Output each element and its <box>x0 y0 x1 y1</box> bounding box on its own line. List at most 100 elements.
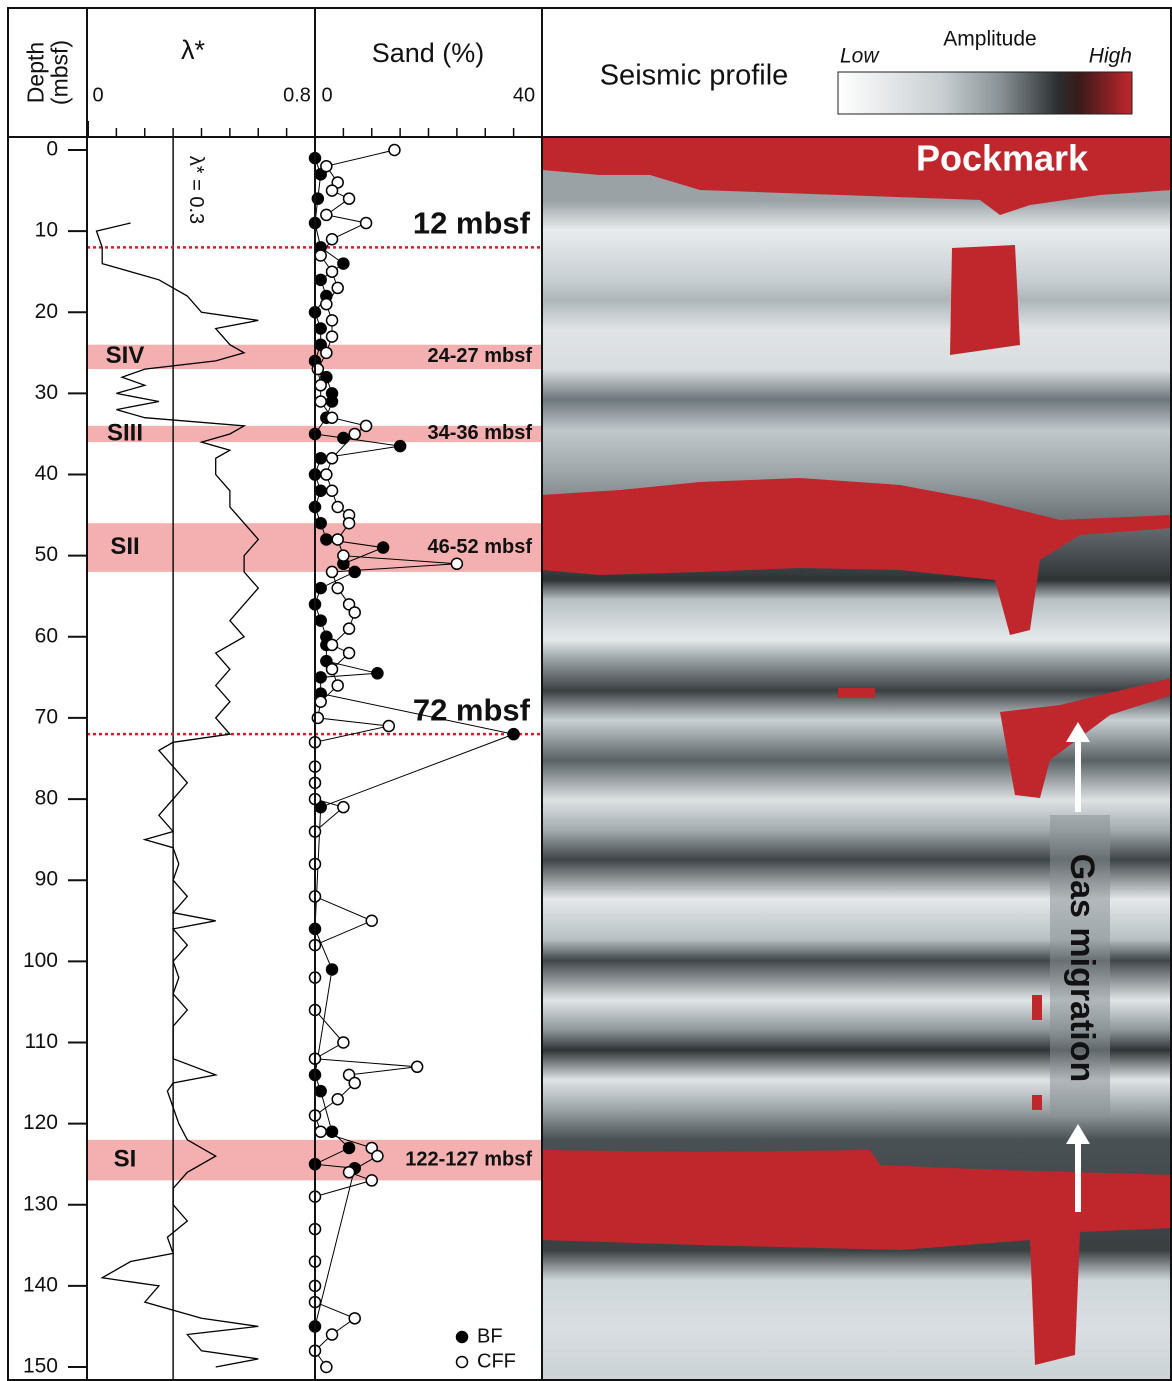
sand-point <box>378 542 389 553</box>
legend-marker <box>457 1357 468 1368</box>
sand-point <box>366 915 377 926</box>
panel-title: Seismic profile <box>600 60 789 92</box>
sand-point <box>349 428 360 439</box>
reference-label: 72 mbsf <box>413 692 531 727</box>
sand-point <box>312 193 323 204</box>
x-tick-label: 0 <box>92 84 103 106</box>
zone-label: SIII <box>107 419 143 446</box>
sand-point <box>315 323 326 334</box>
sand-point <box>321 209 332 220</box>
sand-point <box>372 1151 383 1162</box>
sand-point <box>315 583 326 594</box>
sand-point <box>389 145 400 156</box>
sand-point <box>327 396 338 407</box>
sand-point <box>327 412 338 423</box>
y-tick-label: 20 <box>35 300 58 323</box>
sand-point <box>321 469 332 480</box>
sand-point <box>332 583 343 594</box>
colorbar-low: Low <box>840 45 880 68</box>
sand-point <box>338 433 349 444</box>
sand-point <box>327 964 338 975</box>
zone-range: 34-36 mbsf <box>428 422 533 444</box>
sand-point <box>315 453 326 464</box>
sand-point <box>372 668 383 679</box>
sand-point <box>338 802 349 813</box>
sand-point <box>327 453 338 464</box>
zone-label: SII <box>110 533 139 560</box>
sand-point <box>315 274 326 285</box>
red-zone <box>1032 1095 1042 1110</box>
zone-range: 46-52 mbsf <box>428 536 533 558</box>
sand-point <box>321 534 332 545</box>
sand-point <box>327 315 338 326</box>
x-tick-label: 0 <box>321 84 332 106</box>
legend-marker <box>457 1332 468 1343</box>
page: Pockmark Gas migration Seismic profile A… <box>0 0 1172 1381</box>
sand-point <box>332 1094 343 1105</box>
sand-point <box>315 1126 326 1137</box>
y-tick-label: 120 <box>23 1111 58 1134</box>
sand-point <box>332 534 343 545</box>
legend-label: BF <box>477 1325 503 1347</box>
sand-point <box>327 1126 338 1137</box>
sand-point <box>327 639 338 650</box>
sand-point <box>344 623 355 634</box>
sand-point <box>315 518 326 529</box>
sand-point <box>321 161 332 172</box>
panel-title: Sand (%) <box>372 38 485 68</box>
sand-point <box>361 218 372 229</box>
sand-point <box>315 250 326 261</box>
sand-point <box>395 441 406 452</box>
sand-point <box>315 615 326 626</box>
y-tick-label: 140 <box>23 1273 58 1296</box>
sand-point <box>344 648 355 659</box>
red-zone <box>950 245 1020 355</box>
sand-point <box>508 729 519 740</box>
red-zone <box>838 688 875 698</box>
sand-point <box>327 234 338 245</box>
y-tick-label: 100 <box>23 949 58 972</box>
y-tick-label: 90 <box>35 868 58 891</box>
zone-label: SI <box>114 1145 137 1172</box>
colorbar <box>838 72 1132 114</box>
figure: Pockmark Gas migration Seismic profile A… <box>0 0 1172 1381</box>
sand-point <box>327 185 338 196</box>
colorbar-title: Amplitude <box>943 28 1036 51</box>
y-tick-label: 10 <box>35 219 58 242</box>
y-tick-label: 130 <box>23 1192 58 1215</box>
sand-point <box>344 1142 355 1153</box>
x-tick-label: 40 <box>513 84 535 106</box>
y-tick-label: 110 <box>25 1030 58 1053</box>
sand-point <box>332 680 343 691</box>
red-zone <box>1032 995 1042 1020</box>
zone-range: 24-27 mbsf <box>428 345 533 367</box>
sand-point <box>321 1362 332 1373</box>
y-tick-label: 30 <box>35 381 58 404</box>
sand-point <box>315 396 326 407</box>
sand-point <box>412 1061 423 1072</box>
sand-point <box>315 380 326 391</box>
sand-point <box>312 712 323 723</box>
sand-point <box>312 364 323 375</box>
sand-point <box>321 347 332 358</box>
x-tick-label: 0.8 <box>283 84 311 106</box>
y-tick-label: 60 <box>35 624 58 647</box>
annotation: Gas migration <box>1063 854 1101 1083</box>
sand-point <box>361 420 372 431</box>
sand-point <box>315 672 326 683</box>
annotation: Pockmark <box>916 138 1089 179</box>
threshold-label: λ* = 0.3 <box>185 156 207 224</box>
sand-point <box>332 501 343 512</box>
sand-point <box>315 696 326 707</box>
sand-point <box>327 1329 338 1340</box>
plot-area: SIV24-27 mbsfSIII34-36 mbsfSII46-52 mbsf… <box>23 84 542 1381</box>
legend-label: CFF <box>477 1350 516 1372</box>
sand-point <box>366 1175 377 1186</box>
sand-point <box>321 299 332 310</box>
lambda-curve <box>97 223 259 1367</box>
sand-point <box>327 485 338 496</box>
sand-point <box>338 550 349 561</box>
sand-point <box>338 1037 349 1048</box>
colorbar-high: High <box>1089 45 1132 68</box>
zone-range: 122-127 mbsf <box>405 1148 532 1170</box>
